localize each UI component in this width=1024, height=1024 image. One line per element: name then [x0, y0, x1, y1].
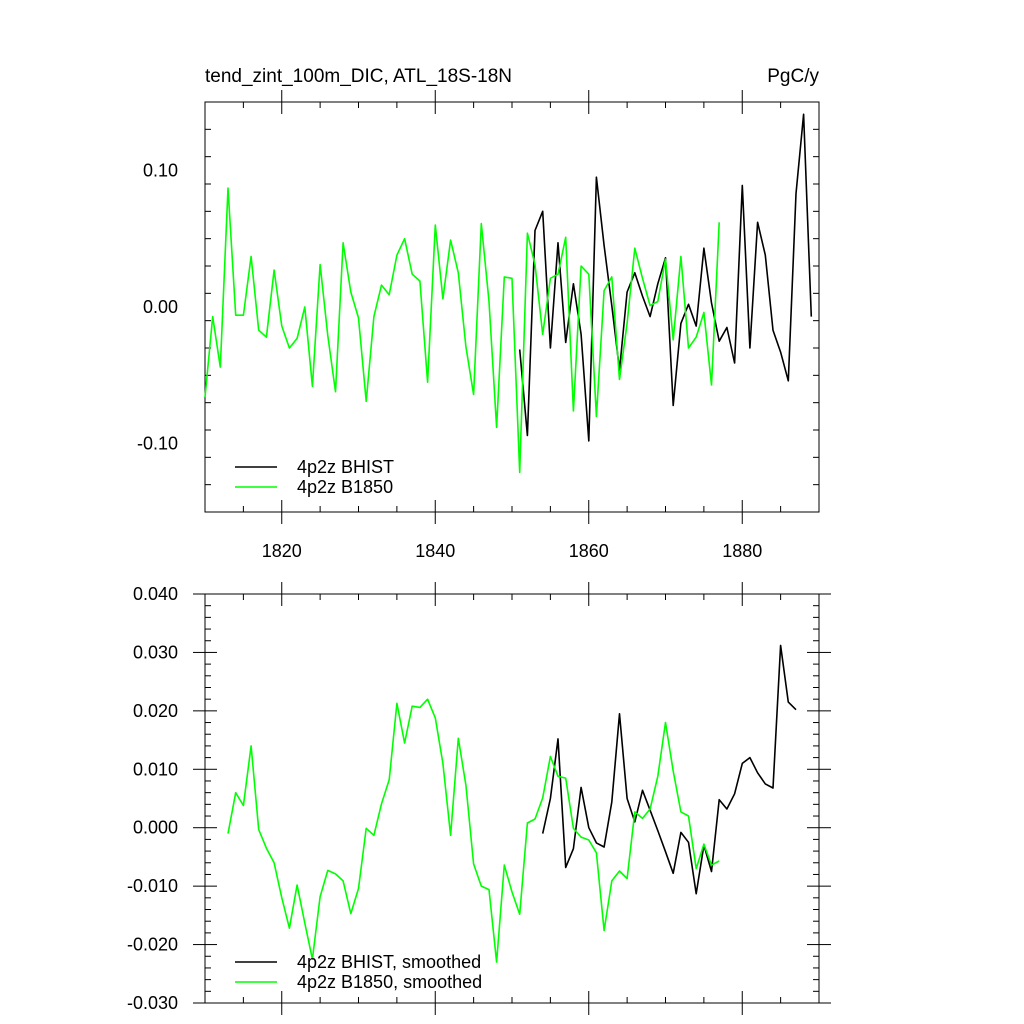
plot-frame — [204, 101, 820, 513]
x-tick-label: 1860 — [569, 541, 609, 561]
bottom-panel: -0.030 -0.020 -0.010 0.000 0.010 0.020 0.030 0.… — [127, 582, 831, 1015]
y-tick-label: -0.10 — [137, 434, 178, 454]
y-tick-label: 0.010 — [133, 759, 178, 779]
y-tick-label: -0.020 — [127, 935, 178, 955]
series-line-b1850 — [204, 187, 720, 474]
chart-title: tend_zint_100m_DIC, ATL_18S-18N — [205, 66, 512, 87]
x-tick-label: 1840 — [415, 541, 455, 561]
legend-label: 4p2z B1850 — [297, 477, 393, 497]
y-tick-label: 0.000 — [133, 818, 178, 838]
x-tick-label: 1820 — [262, 541, 302, 561]
y-tick-label: -0.030 — [127, 993, 178, 1013]
y-tick-label: -0.010 — [127, 876, 178, 896]
series-line-bhist — [518, 113, 813, 442]
series-line-bhist — [541, 644, 797, 895]
legend-label: 4p2z B1850, smoothed — [297, 972, 482, 992]
y-tick-label: 0.10 — [143, 160, 178, 180]
series-line-b1850 — [227, 698, 720, 963]
y-tick-label: 0.040 — [133, 584, 178, 604]
legend-label: 4p2z BHIST — [297, 457, 394, 477]
y-tick-label: 0.030 — [133, 642, 178, 662]
units-label: PgC/y — [767, 66, 819, 87]
x-tick-label: 1880 — [722, 541, 762, 561]
plot-frame — [204, 593, 820, 1004]
legend-label: 4p2z BHIST, smoothed — [297, 952, 481, 972]
y-tick-label: 0.020 — [133, 701, 178, 721]
top-panel: 1820 1840 1860 1880 -0.10 0.00 0.10 4p2z BHIST4… — [137, 90, 820, 561]
y-tick-label: 0.00 — [143, 297, 178, 317]
